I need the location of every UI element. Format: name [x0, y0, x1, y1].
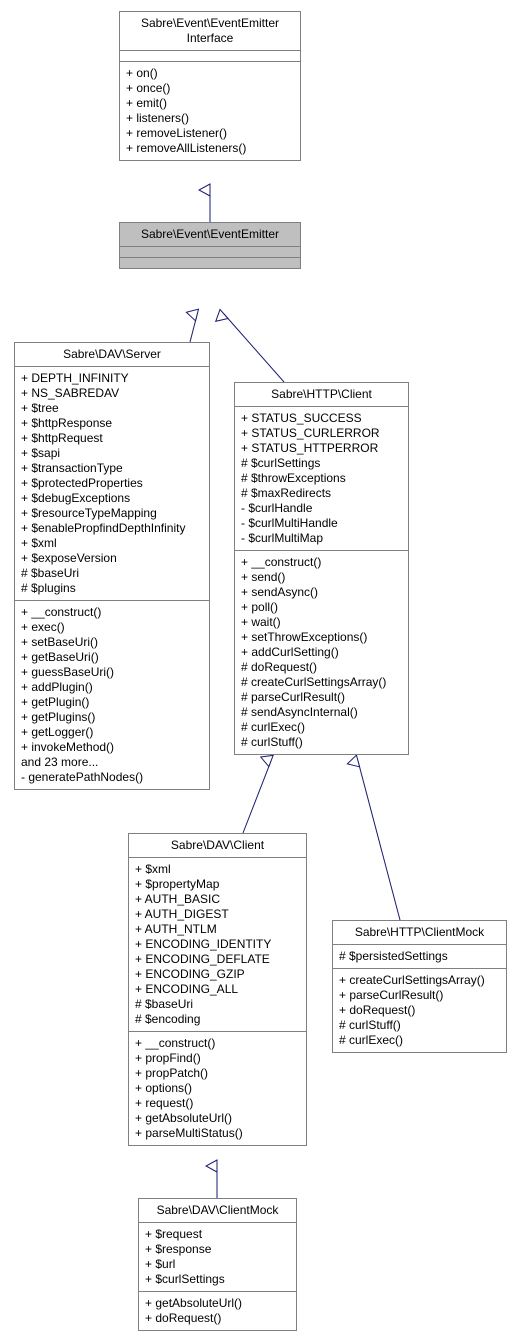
class-members-section: + STATUS_SUCCESS + STATUS_CURLERROR + ST… — [235, 407, 408, 551]
class-box-httpClientMock: Sabre\HTTP\ClientMock# $persistedSetting… — [332, 920, 507, 1053]
class-title: Sabre\Event\EventEmitter — [120, 223, 300, 247]
inheritance-edge — [190, 315, 197, 342]
class-members-section: + on() + once() + emit() + listeners() +… — [120, 62, 300, 160]
class-box-eventEmitter: Sabre\Event\EventEmitter — [119, 222, 301, 269]
class-empty-section — [120, 258, 300, 268]
class-box-httpClient: Sabre\HTTP\Client+ STATUS_SUCCESS + STAT… — [234, 382, 409, 755]
inheritance-edge — [358, 761, 400, 920]
class-box-davClientMock: Sabre\DAV\ClientMock+ $request + $respon… — [138, 1198, 297, 1331]
class-members-section: + __construct() + send() + sendAsync() +… — [235, 551, 408, 754]
inheritance-edge — [243, 761, 271, 833]
class-members-section: + getAbsoluteUrl() + doRequest() — [139, 1292, 296, 1330]
class-empty-section — [120, 247, 300, 258]
class-members-section: + createCurlSettingsArray() + parseCurlR… — [333, 969, 506, 1052]
class-members-section: + __construct() + propFind() + propPatch… — [129, 1032, 306, 1145]
class-title: Sabre\DAV\ClientMock — [139, 1199, 296, 1223]
class-members-section: + $request + $response + $url + $curlSet… — [139, 1223, 296, 1292]
class-box-davServer: Sabre\DAV\Server+ DEPTH_INFINITY + NS_SA… — [14, 342, 210, 790]
class-title: Sabre\DAV\Server — [15, 343, 209, 367]
class-members-section: + __construct() + exec() + setBaseUri() … — [15, 601, 209, 789]
class-box-eventEmitterInterface: Sabre\Event\EventEmitter Interface + on()… — [119, 11, 301, 161]
class-box-davClient: Sabre\DAV\Client+ $xml + $propertyMap + … — [128, 833, 307, 1146]
class-title: Sabre\DAV\Client — [129, 834, 306, 858]
inheritance-edge — [224, 314, 284, 382]
class-members-section: + DEPTH_INFINITY + NS_SABREDAV + $tree +… — [15, 367, 209, 601]
class-title: Sabre\Event\EventEmitter Interface — [120, 12, 300, 51]
class-members-section: + $xml + $propertyMap + AUTH_BASIC + AUT… — [129, 858, 306, 1032]
class-empty-section — [120, 51, 300, 62]
class-title: Sabre\HTTP\Client — [235, 383, 408, 407]
class-title: Sabre\HTTP\ClientMock — [333, 921, 506, 945]
class-members-section: # $persistedSettings — [333, 945, 506, 969]
